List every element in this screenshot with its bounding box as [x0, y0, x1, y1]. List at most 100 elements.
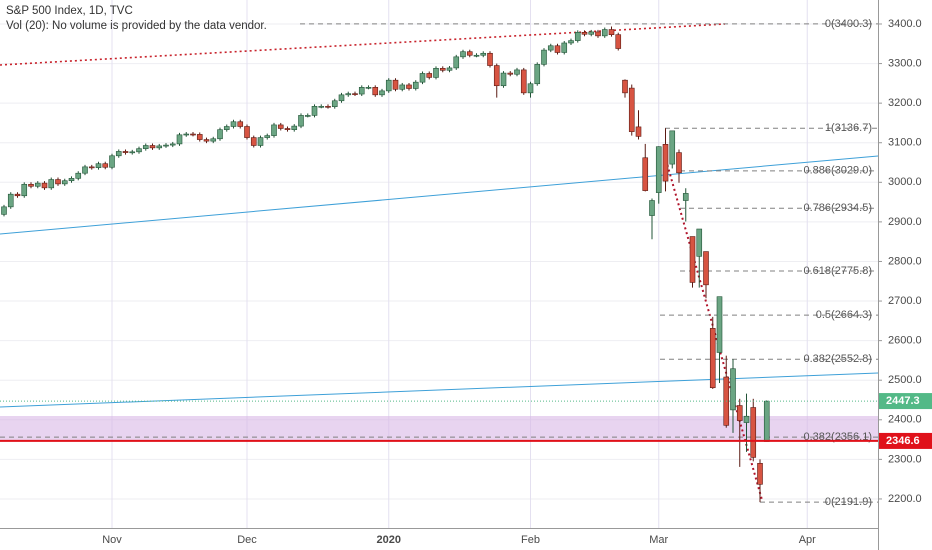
candle-body [392, 79, 399, 90]
y-tick-label: 3100.0 [888, 137, 922, 149]
y-tick-label: 2400.0 [888, 414, 922, 426]
candle-body [581, 31, 588, 35]
candle-body [446, 67, 453, 71]
candle-body [480, 52, 487, 56]
candle-body [493, 65, 500, 87]
candle-body [291, 125, 298, 130]
candle-body [304, 115, 311, 117]
candle-body [426, 73, 433, 78]
candle-body [142, 145, 149, 149]
candle-body [237, 121, 244, 127]
price-tag-label: 2346.6 [886, 435, 920, 447]
candle-body [696, 228, 703, 257]
candle-body [514, 69, 520, 75]
candle-body [473, 54, 480, 57]
candle-body [568, 40, 574, 44]
candle-body [277, 124, 284, 129]
y-tick-label: 2800.0 [888, 255, 922, 267]
candle-body [379, 90, 385, 96]
candle-body [230, 121, 237, 127]
x-tick-label: 2020 [377, 534, 401, 546]
candle-body [608, 29, 615, 35]
x-tick-label: Dec [237, 534, 257, 546]
candle-body [676, 152, 682, 174]
candle-body [736, 405, 743, 421]
candle-body [628, 87, 635, 132]
candle-body [176, 134, 183, 145]
candle-body [14, 193, 21, 197]
fib-label: 0.382(2552.8) [804, 353, 873, 365]
y-tick-label: 2200.0 [888, 493, 922, 505]
candle-body [433, 68, 439, 78]
candle-body [257, 137, 264, 146]
candle-body [55, 179, 61, 185]
chart-title: S&P 500 Index, 1D, TVC [6, 5, 133, 17]
candle-body [129, 151, 136, 154]
zone [0, 416, 878, 440]
candle-body [574, 31, 581, 41]
candle-body [419, 73, 426, 83]
candle-body [163, 144, 169, 147]
candle-body [250, 137, 257, 146]
y-tick-label: 3400.0 [888, 18, 922, 30]
price-tag [879, 432, 932, 449]
fib-label: 0.786(2934.5) [804, 202, 873, 214]
candle-body [507, 72, 514, 75]
candle-body [271, 124, 277, 136]
candle-body [406, 84, 412, 89]
candle-body [264, 135, 271, 138]
candle-body [149, 145, 156, 149]
candle-body [358, 87, 365, 95]
x-tick-label: Apr [799, 534, 816, 546]
candles [1, 26, 770, 503]
y-tick-label: 2300.0 [888, 453, 922, 465]
y-tick-label: 3300.0 [888, 57, 922, 69]
candle-body [730, 368, 736, 411]
candle-body [210, 138, 217, 142]
candle-body [520, 69, 527, 94]
candle-body [453, 56, 460, 69]
candle-body [588, 31, 595, 35]
price-tag-label: 2447.3 [886, 395, 920, 407]
candle-body [82, 166, 88, 174]
candle-body [223, 126, 230, 130]
candle-body [750, 407, 757, 458]
y-tick-label: 2600.0 [888, 335, 922, 347]
candle-body [136, 148, 142, 153]
candle-body [28, 183, 34, 187]
candle-body [635, 126, 642, 137]
candle-body [331, 100, 338, 108]
candle-body [102, 163, 109, 168]
candle-body [284, 128, 291, 130]
candle-body [541, 49, 547, 65]
candle-body [156, 145, 163, 149]
candle-body [365, 87, 372, 89]
price-tag [879, 393, 932, 410]
candle-body [196, 134, 203, 140]
candle-body [682, 193, 689, 201]
candle-body [190, 133, 196, 136]
x-tick-label: Feb [521, 534, 540, 546]
candle-body [655, 146, 662, 193]
candle-body [601, 29, 608, 37]
candle-body [487, 52, 493, 66]
fib-label: 0(3400.3) [825, 18, 872, 30]
candle-body [61, 180, 68, 185]
candle-body [385, 79, 392, 92]
candle-body [439, 68, 446, 71]
candle-body [615, 34, 622, 49]
candle-body [298, 115, 304, 127]
candle-body [662, 144, 669, 182]
candle-body [244, 126, 250, 138]
price-tags: 2447.3 2346.6 [0, 393, 932, 449]
candle-body [763, 400, 770, 442]
candle-body [48, 179, 55, 189]
candle-body [169, 143, 176, 146]
candle-body [325, 106, 331, 108]
candle-body [466, 51, 473, 56]
candle-body [21, 183, 28, 197]
candle-body [41, 182, 48, 189]
y-tick-label: 2900.0 [888, 216, 922, 228]
